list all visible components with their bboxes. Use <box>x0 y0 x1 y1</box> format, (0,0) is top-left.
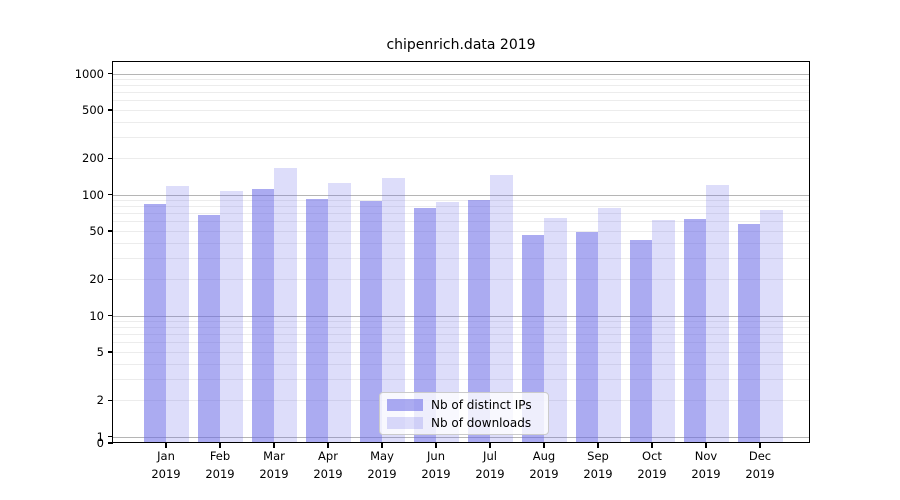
bar-distinct-ips-mar-2019 <box>251 189 274 443</box>
legend-label-distinct-ips: Nb of distinct IPs <box>431 397 532 412</box>
bar-distinct-ips-oct-2019 <box>629 240 652 443</box>
legend-label-downloads: Nb of downloads <box>431 415 532 430</box>
bar-downloads-oct-2019 <box>652 219 675 443</box>
y-tick-label-10: 10 <box>89 308 104 323</box>
y-tick-label-20: 20 <box>89 272 104 287</box>
bar-downloads-feb-2019 <box>220 191 243 443</box>
y-tick-label-100: 100 <box>82 187 104 202</box>
y-tick-label-1: 1 <box>96 429 104 444</box>
minor-gridline <box>112 352 810 353</box>
bar-distinct-ips-sep-2019 <box>575 232 598 443</box>
y-tick-label-50: 50 <box>89 224 104 238</box>
x-tick-label-8: Aug 2019 <box>529 449 559 481</box>
minor-gridline <box>112 221 810 223</box>
x-tick-mark-8 <box>543 443 545 448</box>
minor-gridline <box>112 85 810 87</box>
bar-downloads-apr-2019 <box>328 183 351 443</box>
bar-downloads-jul-2019 <box>490 175 513 443</box>
minor-gridline <box>112 242 810 244</box>
legend-swatch-downloads <box>387 416 423 429</box>
bar-distinct-ips-jun-2019 <box>413 207 436 443</box>
major-gridline-10 <box>112 315 810 317</box>
bar-downloads-nov-2019 <box>706 184 729 443</box>
y-tick-label-2: 2 <box>96 393 104 408</box>
minor-gridline <box>112 378 810 380</box>
minor-gridline <box>112 79 810 81</box>
x-tick-label-7: Jul 2019 <box>475 449 505 481</box>
minor-gridline <box>112 257 810 259</box>
minor-gridline <box>112 158 810 160</box>
y-tick-label-1000: 1000 <box>74 66 104 81</box>
x-tick-mark-12 <box>759 443 761 448</box>
bar-downloads-jun-2019 <box>436 201 459 443</box>
x-tick-label-5: May 2019 <box>367 449 397 481</box>
minor-gridline <box>112 121 810 123</box>
legend: Nb of distinct IPs Nb of downloads <box>379 392 549 435</box>
bar-distinct-ips-dec-2019 <box>737 224 760 443</box>
bar-distinct-ips-apr-2019 <box>305 199 328 443</box>
x-tick-label-12: Dec 2019 <box>745 449 775 481</box>
x-tick-mark-3 <box>273 443 275 448</box>
x-tick-mark-5 <box>381 443 383 448</box>
bar-distinct-ips-jul-2019 <box>467 200 490 443</box>
y-tick-label-0: 0 <box>96 436 104 450</box>
plot-area <box>112 61 810 443</box>
bar-downloads-sep-2019 <box>598 207 621 443</box>
legend-item-distinct-ips: Nb of distinct IPs <box>387 398 541 412</box>
bar-downloads-aug-2019 <box>544 218 567 443</box>
x-tick-label-11: Nov 2019 <box>691 449 721 481</box>
minor-gridline <box>112 200 810 202</box>
minor-gridline <box>112 213 810 215</box>
x-tick-label-1: Jan 2019 <box>151 449 181 481</box>
x-tick-mark-4 <box>327 443 329 448</box>
x-tick-mark-9 <box>597 443 599 448</box>
x-tick-label-2: Feb 2019 <box>205 449 235 481</box>
legend-item-downloads: Nb of downloads <box>387 416 541 430</box>
y-tick-label-5: 5 <box>96 345 104 359</box>
minor-gridline <box>112 334 810 336</box>
y-tick-label-200: 200 <box>82 151 104 166</box>
x-tick-label-4: Apr 2019 <box>313 449 343 481</box>
minor-gridline <box>112 342 810 344</box>
minor-gridline <box>112 231 810 232</box>
minor-gridline <box>112 110 810 111</box>
major-gridline-100 <box>112 194 810 196</box>
minor-gridline <box>112 279 810 281</box>
bar-distinct-ips-nov-2019 <box>683 218 706 443</box>
minor-gridline <box>112 363 810 365</box>
major-gridline-1000 <box>112 73 810 75</box>
bar-distinct-ips-aug-2019 <box>521 235 544 443</box>
x-tick-label-9: Sep 2019 <box>583 449 613 481</box>
minor-gridline <box>112 321 810 323</box>
chart-title: chipenrich.data 2019 <box>386 37 536 53</box>
minor-gridline <box>112 92 810 94</box>
major-gridline-1 <box>112 436 810 438</box>
legend-swatch-distinct-ips <box>387 398 423 411</box>
x-tick-label-3: Mar 2019 <box>259 449 289 481</box>
bar-downloads-mar-2019 <box>274 167 297 443</box>
x-tick-mark-6 <box>435 443 437 448</box>
bar-distinct-ips-may-2019 <box>359 200 382 443</box>
x-tick-label-10: Oct 2019 <box>637 449 667 481</box>
bar-downloads-dec-2019 <box>760 209 783 443</box>
x-tick-label-6: Jun 2019 <box>421 449 451 481</box>
x-tick-mark-11 <box>705 443 707 448</box>
bar-distinct-ips-jan-2019 <box>143 203 166 443</box>
minor-gridline <box>112 206 810 208</box>
bar-downloads-jan-2019 <box>166 186 189 443</box>
minor-gridline <box>112 100 810 102</box>
x-tick-mark-7 <box>489 443 491 448</box>
y-tick-label-500: 500 <box>82 103 104 117</box>
minor-gridline <box>112 327 810 329</box>
bar-downloads-may-2019 <box>382 178 405 443</box>
bar-distinct-ips-feb-2019 <box>197 214 220 443</box>
x-tick-mark-1 <box>165 443 167 448</box>
minor-gridline <box>112 136 810 138</box>
x-tick-mark-2 <box>219 443 221 448</box>
x-tick-mark-10 <box>651 443 653 448</box>
